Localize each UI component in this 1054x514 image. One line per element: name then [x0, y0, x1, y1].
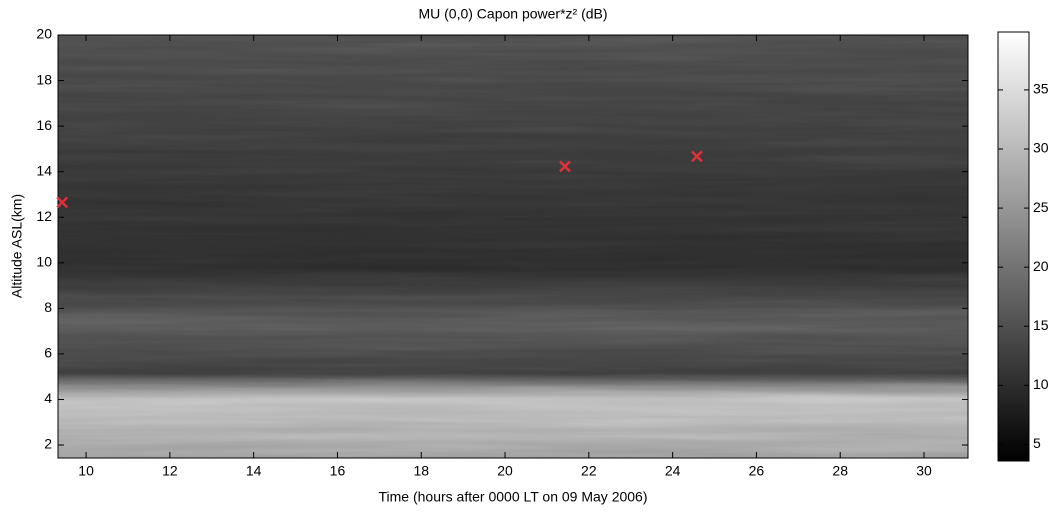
marker-stroke — [691, 150, 703, 163]
x-tick-label: 16 — [330, 463, 346, 479]
x-tick-label: 26 — [749, 463, 765, 479]
colorbar-tick-label: 25 — [1033, 199, 1049, 215]
x-tick-label: 10 — [78, 463, 94, 479]
y-tick-label: 12 — [36, 208, 52, 224]
y-tick-label: 2 — [44, 436, 52, 452]
x-axis-label: Time (hours after 0000 LT on 09 May 2006… — [379, 489, 648, 505]
chart-title: MU (0,0) Capon power*z² (dB) — [418, 6, 607, 22]
y-tick-label: 20 — [36, 26, 52, 42]
y-tick-label: 18 — [36, 71, 52, 87]
x-tick-label: 14 — [246, 463, 262, 479]
x-tick-label: 18 — [413, 463, 429, 479]
x-tick-label: 12 — [162, 463, 178, 479]
y-tick-label: 10 — [36, 253, 52, 269]
colorbar-tick-label: 5 — [1033, 435, 1041, 451]
heatmap — [58, 35, 968, 458]
x-tick-label: 20 — [497, 463, 513, 479]
colorbar-tick-label: 20 — [1033, 258, 1049, 274]
marker-stroke — [56, 196, 69, 209]
colorbar-tick-label: 15 — [1033, 317, 1049, 333]
colorbar-tick-label: 35 — [1033, 81, 1049, 97]
x-tick-label: 24 — [665, 463, 681, 479]
x-tick-label: 22 — [581, 463, 597, 479]
plot-frame — [57, 34, 969, 459]
y-tick-label: 14 — [36, 162, 52, 178]
y-tick-label: 16 — [36, 117, 52, 133]
marker — [56, 196, 69, 209]
colorbar-tick-label: 30 — [1033, 140, 1049, 156]
colorbar — [997, 31, 1030, 462]
marker — [559, 160, 571, 173]
y-axis-label: Altitude ASL(km) — [9, 194, 25, 298]
colorbar-tick-label: 10 — [1033, 376, 1049, 392]
marker-stroke — [559, 160, 571, 173]
x-tick-label: 30 — [916, 463, 932, 479]
marker — [691, 150, 703, 163]
y-tick-label: 4 — [44, 390, 52, 406]
y-tick-label: 6 — [44, 345, 52, 361]
x-tick-label: 28 — [832, 463, 848, 479]
y-tick-label: 8 — [44, 299, 52, 315]
